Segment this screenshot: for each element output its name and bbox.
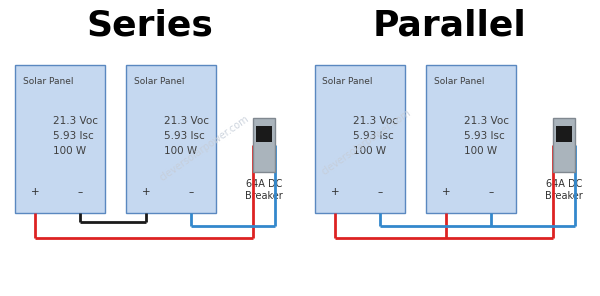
Text: 21.3 Voc
5.93 Isc
100 W: 21.3 Voc 5.93 Isc 100 W [164, 116, 209, 156]
Bar [556, 126, 572, 142]
FancyBboxPatch shape [15, 65, 105, 213]
Text: Solar Panel: Solar Panel [323, 77, 373, 86]
Text: Series: Series [86, 9, 214, 43]
Text: –: – [188, 187, 193, 197]
FancyBboxPatch shape [315, 65, 405, 213]
FancyBboxPatch shape [126, 65, 216, 213]
Text: –: – [488, 187, 493, 197]
Text: cleversolarpower.com: cleversolarpower.com [319, 107, 413, 177]
Bar [253, 118, 275, 172]
Text: 64A DC
Breaker: 64A DC Breaker [545, 179, 583, 201]
Text: 21.3 Voc
5.93 Isc
100 W: 21.3 Voc 5.93 Isc 100 W [53, 116, 98, 156]
Bar [256, 126, 272, 142]
FancyBboxPatch shape [426, 65, 516, 213]
Text: +: + [31, 187, 39, 197]
Text: Parallel: Parallel [373, 9, 527, 43]
Text: cleversolarpower.com: cleversolarpower.com [157, 113, 251, 183]
Text: –: – [377, 187, 382, 197]
Text: 21.3 Voc
5.93 Isc
100 W: 21.3 Voc 5.93 Isc 100 W [353, 116, 398, 156]
Bar [553, 118, 575, 172]
Text: +: + [331, 187, 339, 197]
Text: 64A DC
Breaker: 64A DC Breaker [245, 179, 283, 201]
Text: Solar Panel: Solar Panel [133, 77, 184, 86]
Text: Solar Panel: Solar Panel [23, 77, 73, 86]
Text: 21.3 Voc
5.93 Isc
100 W: 21.3 Voc 5.93 Isc 100 W [464, 116, 509, 156]
Text: Solar Panel: Solar Panel [433, 77, 484, 86]
Text: –: – [77, 187, 82, 197]
Text: +: + [442, 187, 450, 197]
Text: +: + [142, 187, 150, 197]
